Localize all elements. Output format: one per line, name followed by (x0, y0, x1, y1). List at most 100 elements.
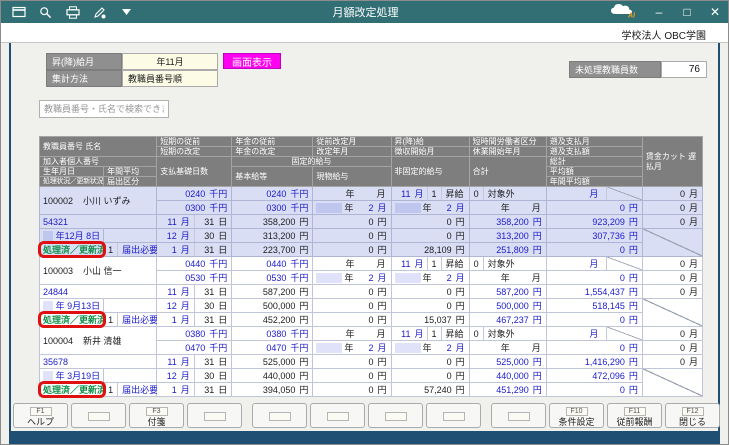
cell-payment-days-3[interactable]: 1月31日 (157, 383, 232, 397)
employee-row[interactable]: 年 9月13日12月30日500,000円0円0円500,000円518,145… (40, 299, 703, 313)
cell-process-status[interactable]: 処理済／更新済 (40, 243, 104, 257)
cell-payment-days-3[interactable]: 1月31日 (157, 313, 232, 327)
new-window-icon[interactable] (11, 5, 26, 19)
search-input[interactable] (39, 100, 169, 118)
cell-non-fixed-3[interactable]: 28,109円 (391, 243, 469, 257)
fn-F10-button[interactable]: F10条件設定 (549, 403, 604, 428)
fn-blank-button[interactable] (187, 403, 242, 428)
cell-base-salary-1[interactable]: 358,200円 (232, 215, 313, 229)
cell-payment-days-2[interactable]: 12月30日 (157, 299, 232, 313)
cell-leave-start[interactable]: 年月 (469, 201, 546, 215)
cell-total-2[interactable]: 313,200円 (469, 229, 546, 243)
fn-blank-button[interactable] (491, 403, 546, 428)
cell-non-fixed-2[interactable]: 0円 (391, 299, 469, 313)
screen-display-button[interactable]: 画面表示 (223, 53, 281, 69)
cell-pension-prev[interactable]: 0380千円 (232, 327, 313, 341)
cell-retro-amount[interactable]: 0円 (546, 341, 642, 355)
cell-base-salary-1[interactable]: 587,200円 (232, 285, 313, 299)
cell-wage-cut-3[interactable]: 0月 (642, 215, 702, 229)
cell-collection-month[interactable]: 年2月 (391, 201, 469, 215)
cell-payment-days-3[interactable]: 1月31日 (157, 243, 232, 257)
cell-raise[interactable]: 11月1昇給 (391, 187, 469, 201)
cell-base-salary-3[interactable]: 452,200円 (232, 313, 313, 327)
cell-retro-amount[interactable]: 0円 (546, 271, 642, 285)
era-field[interactable] (395, 273, 421, 283)
raise-month-field[interactable]: 年11月 (122, 53, 218, 70)
cell-leave-start[interactable]: 年月 (469, 341, 546, 355)
employee-row[interactable]: 処理済／更新済1届出必要1月31日223,700円0円28,109円251,80… (40, 243, 703, 257)
maximize-button[interactable]: □ (680, 5, 694, 19)
aggregation-field[interactable]: 教職員番号順 (122, 70, 218, 87)
cell-annual-average-flag[interactable] (104, 229, 157, 243)
minimize-button[interactable]: – (652, 5, 666, 19)
cell-collection-month[interactable]: 年2月 (391, 271, 469, 285)
fn-F3-button[interactable]: F3付箋 (129, 403, 184, 428)
employee-row[interactable]: 年12月 8日12月30日313,200円0円0円313,200円307,736… (40, 229, 703, 243)
cell-average[interactable]: 518,145円 (546, 299, 642, 313)
cell-employee-name[interactable]: 100003小山 信一 (40, 257, 157, 285)
cell-pension-prev[interactable]: 0240千円 (232, 187, 313, 201)
cell-wage-cut-2[interactable]: 0月 (642, 271, 702, 285)
cell-total-2[interactable]: 440,000円 (469, 369, 546, 383)
fn-blank-button[interactable] (426, 403, 481, 428)
cell-birth-date[interactable]: 年 9月13日 (40, 299, 104, 313)
cell-non-fixed-1[interactable]: 0円 (391, 355, 469, 369)
cell-in-kind-2[interactable]: 0円 (313, 299, 391, 313)
cell-annual-average[interactable]: 0円 (546, 383, 642, 397)
cell-grand-total[interactable]: 923,209円 (546, 215, 642, 229)
era-field[interactable] (43, 371, 53, 381)
cell-total-3[interactable]: 467,237円 (469, 313, 546, 327)
cell-retro-month[interactable]: 月 (546, 327, 642, 341)
cell-payment-days-1[interactable]: 11月31日 (157, 215, 232, 229)
cell-grand-total[interactable]: 1,554,437円 (546, 285, 642, 299)
cell-wage-cut-3[interactable]: 0月 (642, 285, 702, 299)
employee-row[interactable]: 5432111月31日358,200円0円0円358,200円923,209円0… (40, 215, 703, 229)
cell-short-rev[interactable]: 0530千円 (157, 271, 232, 285)
era-field[interactable] (316, 273, 342, 283)
cell-report-class[interactable]: 1届出必要 (104, 243, 157, 257)
print-icon[interactable] (65, 5, 80, 19)
cell-wage-cut-2[interactable]: 0月 (642, 341, 702, 355)
cell-annual-average[interactable]: 0円 (546, 243, 642, 257)
cell-payment-days-1[interactable]: 11月31日 (157, 285, 232, 299)
cell-pension-rev[interactable]: 0470千円 (232, 341, 313, 355)
cell-base-salary-3[interactable]: 394,050円 (232, 383, 313, 397)
fn-blank-button[interactable] (252, 403, 307, 428)
cell-wage-cut-1[interactable]: 0月 (642, 327, 702, 341)
cell-prev-revision-month[interactable]: 年月 (313, 257, 391, 271)
cell-in-kind-2[interactable]: 0円 (313, 229, 391, 243)
cell-annual-average[interactable]: 0円 (546, 313, 642, 327)
close-button[interactable]: ✕ (708, 5, 722, 19)
cell-total-3[interactable]: 451,290円 (469, 383, 546, 397)
edit-pen-icon[interactable] (92, 5, 107, 19)
cell-grand-total[interactable]: 1,416,290円 (546, 355, 642, 369)
cell-leave-start[interactable]: 年月 (469, 271, 546, 285)
employee-row[interactable]: 3567811月31日525,000円0円0円525,000円1,416,290… (40, 355, 703, 369)
fn-F12-button[interactable]: F12閉じる (665, 403, 720, 428)
cell-prev-revision-month[interactable]: 年月 (313, 187, 391, 201)
cell-base-salary-3[interactable]: 223,700円 (232, 243, 313, 257)
cell-pension-rev[interactable]: 0530千円 (232, 271, 313, 285)
cell-in-kind-3[interactable]: 0円 (313, 313, 391, 327)
cell-process-status[interactable]: 処理済／更新済 (40, 383, 104, 397)
cell-retro-month[interactable]: 月 (546, 257, 642, 271)
cell-revision-month[interactable]: 年2月 (313, 271, 391, 285)
employee-row[interactable]: 100002小川 いずみ0240千円0240千円年月11月1昇給0対象外月0月 (40, 187, 703, 201)
employee-row[interactable]: 100004新井 清雄0380千円0380千円年月11月1昇給0対象外月0月 (40, 327, 703, 341)
cell-short-rev[interactable]: 0300千円 (157, 201, 232, 215)
cell-raise[interactable]: 11月1昇給 (391, 327, 469, 341)
cell-member-number[interactable]: 35678 (40, 355, 157, 369)
cell-in-kind-3[interactable]: 0円 (313, 243, 391, 257)
era-field[interactable] (43, 301, 53, 311)
cell-short-prev[interactable]: 0440千円 (157, 257, 232, 271)
cell-report-class[interactable]: 1届出必要 (104, 313, 157, 327)
cell-annual-average-flag[interactable] (104, 369, 157, 383)
cell-wage-cut-3[interactable]: 0月 (642, 355, 702, 369)
cell-payment-days-1[interactable]: 11月31日 (157, 355, 232, 369)
fn-blank-button[interactable] (310, 403, 365, 428)
cell-in-kind-1[interactable]: 0円 (313, 285, 391, 299)
cell-employee-name[interactable]: 100004新井 清雄 (40, 327, 157, 355)
employee-row[interactable]: 年 3月19日12月30日440,000円0円0円440,000円472,096… (40, 369, 703, 383)
employee-row[interactable]: 100003小山 信一0440千円0440千円年月11月1昇給0対象外月0月 (40, 257, 703, 271)
cell-non-fixed-2[interactable]: 0円 (391, 229, 469, 243)
